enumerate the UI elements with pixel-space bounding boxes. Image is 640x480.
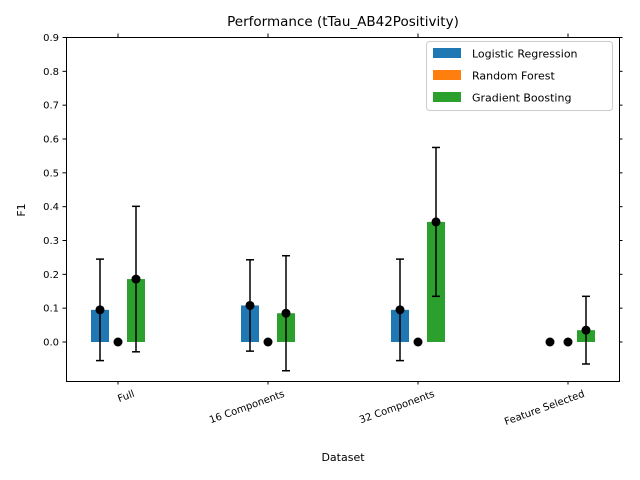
legend-swatch-gradient-boosting — [433, 92, 461, 102]
y-tick-label: 0.2 — [43, 270, 59, 281]
y-tick-label: 0.0 — [43, 338, 59, 349]
mean-point-logistic-regression-full — [95, 305, 105, 315]
x-tick-label-full: Full — [116, 389, 136, 405]
legend-swatch-random-forest — [433, 70, 461, 80]
mean-point-random-forest-32-components — [413, 337, 423, 347]
mean-point-logistic-regression-32-components — [395, 305, 405, 315]
mean-point-gradient-boosting-full — [131, 274, 141, 284]
legend-swatch-logistic-regression — [433, 48, 461, 58]
y-tick-label: 0.6 — [43, 135, 59, 146]
mean-point-random-forest-full — [113, 337, 123, 347]
mean-point-logistic-regression-16-components — [245, 300, 255, 310]
y-axis-label: F1 — [15, 203, 28, 216]
plot-area — [91, 146, 595, 372]
chart-title: Performance (tTau_AB42Positivity) — [227, 14, 459, 30]
legend-label-logistic-regression: Logistic Regression — [472, 48, 578, 61]
legend-label-gradient-boosting: Gradient Boosting — [472, 92, 571, 105]
mean-point-gradient-boosting-16-components — [281, 308, 291, 318]
axes-frame — [66, 37, 620, 382]
mean-point-random-forest-feature-selected — [563, 337, 573, 347]
y-tick-label: 0.8 — [43, 67, 59, 78]
mean-point-random-forest-16-components — [263, 337, 273, 347]
x-axis-label: Dataset — [321, 451, 365, 464]
y-tick-label: 0.7 — [43, 101, 59, 112]
y-tick-label: 0.3 — [43, 236, 59, 247]
mean-point-gradient-boosting-feature-selected — [581, 325, 591, 335]
mean-point-gradient-boosting-32-components — [431, 217, 441, 227]
legend-label-random-forest: Random Forest — [472, 70, 555, 83]
y-tick-label: 0.9 — [43, 33, 59, 44]
y-tick-label: 0.4 — [43, 202, 59, 213]
y-tick-label: 0.5 — [43, 168, 59, 179]
legend: Logistic Regression Random Forest Gradie… — [426, 41, 613, 111]
legend-frame — [426, 41, 613, 111]
mean-point-logistic-regression-feature-selected — [545, 337, 555, 347]
y-tick-label: 0.1 — [43, 304, 59, 315]
